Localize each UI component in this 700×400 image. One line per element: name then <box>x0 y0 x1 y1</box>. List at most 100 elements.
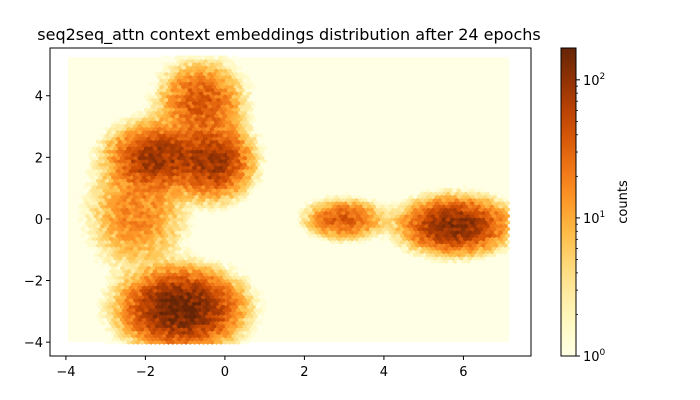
x-tick-label: −2 <box>136 365 155 380</box>
hexbin-cell <box>231 55 237 61</box>
x-tick-label: −4 <box>56 365 75 380</box>
plot-area <box>49 47 532 357</box>
hexbin-cell <box>373 194 379 200</box>
colorbar-ticks: 100 101 102 <box>576 72 606 365</box>
hexbin-cell <box>183 55 189 61</box>
hexbin-cell <box>192 55 198 61</box>
hexbin-cell <box>264 284 270 290</box>
hexbin-cell <box>294 207 300 213</box>
hexbin-cell <box>458 184 464 190</box>
hexbin-cell <box>434 187 440 193</box>
hexbin-cell <box>95 281 102 287</box>
hexbin-cell <box>220 252 226 258</box>
hexbin-cell <box>257 93 263 99</box>
hexbin-cell <box>106 122 112 128</box>
hexbin-cell <box>343 187 349 193</box>
colorbar-tick-label: 101 <box>583 210 605 227</box>
hexbin-cell <box>487 187 493 193</box>
hexbin-cell <box>161 55 167 61</box>
hexbin-cell <box>95 132 102 138</box>
hexbin-cell <box>332 190 338 196</box>
hexbin-cell <box>198 219 204 225</box>
hexbin-cell <box>266 300 272 306</box>
hexbin-cell <box>327 190 333 196</box>
hexbin-cell <box>336 190 342 196</box>
hexbin-cell <box>87 294 93 300</box>
hexbin-cell <box>447 187 454 193</box>
y-tick-label: 4 <box>35 90 43 105</box>
hexbin-cell <box>244 274 250 280</box>
hexbin-cell <box>100 287 106 293</box>
x-axis: −4 −2 0 2 4 6 <box>56 356 468 380</box>
hexbin-cell <box>100 281 106 287</box>
hexbin-cell <box>71 194 77 200</box>
colorbar-frame <box>560 47 577 357</box>
hexbin-cell <box>264 135 270 141</box>
hexbin-cell <box>478 187 484 193</box>
hexbin-cell <box>288 216 294 222</box>
hexbin-cell <box>244 61 250 67</box>
hexbin-cell <box>321 194 327 200</box>
hexbin-cell <box>71 213 77 219</box>
hexbin-cell <box>316 194 322 200</box>
colorbar-tick-label: 102 <box>583 72 605 89</box>
hexbin-cell <box>251 284 257 290</box>
hexbin-cell <box>257 87 263 93</box>
hexbin-cell <box>214 55 220 61</box>
hexbin-cell <box>93 297 99 303</box>
hexbin-cell <box>141 103 147 109</box>
hexbin-cell <box>227 255 233 261</box>
hexbin-cell <box>255 116 261 122</box>
hexbin-cell <box>161 61 167 67</box>
hexbin-cell <box>482 187 489 193</box>
hexbin-cell <box>218 55 224 61</box>
hexbin-cell <box>74 184 80 190</box>
hexbin-cell <box>67 219 73 225</box>
hexbin-cell <box>395 194 401 200</box>
hexbin-cell <box>200 55 206 61</box>
hexbin-cell <box>165 55 171 61</box>
colorbar-label: counts <box>616 180 631 224</box>
hexbin-cell <box>78 190 84 196</box>
hexbin-cell <box>305 197 311 203</box>
hexbin-cell <box>214 255 220 261</box>
hexbin-cell <box>89 142 95 148</box>
hexbin-cell <box>144 80 150 86</box>
hexbin-cell <box>240 262 246 268</box>
hexbin-cell <box>98 122 104 128</box>
hexbin-cell <box>95 287 102 293</box>
hexbin-cell <box>174 55 180 61</box>
hexbin-cell <box>106 116 112 122</box>
hexbin-cell <box>268 161 274 167</box>
hexbin-cell <box>89 129 95 135</box>
hexbin-cell <box>233 265 239 271</box>
hexbin-cell <box>76 174 82 180</box>
hexbin-cell <box>130 106 137 112</box>
hexbin-cell <box>408 187 414 193</box>
chart-title: seq2seq_attn context embeddings distribu… <box>37 25 540 45</box>
hexbin-cell <box>209 55 215 61</box>
hexbin-cell <box>111 116 117 122</box>
y-tick-label: −4 <box>24 336 43 351</box>
colorbar: 100 101 102 counts <box>560 47 631 365</box>
hexbin-cell <box>91 313 97 319</box>
hexbin-cell <box>439 181 445 187</box>
hexbin-cell <box>71 219 77 225</box>
hexbin-cell <box>150 64 156 70</box>
hexbin-cell <box>78 165 84 170</box>
hexbin-cell <box>439 187 445 193</box>
hexbin-cell <box>207 252 213 258</box>
hexbin-cell <box>205 55 211 61</box>
hexbin-cell <box>87 268 93 274</box>
hexbin-cell <box>87 255 93 261</box>
hexbin-cell <box>417 187 423 193</box>
y-tick-label: 2 <box>35 151 43 166</box>
x-tick-label: 6 <box>459 365 467 380</box>
hexbin-cell <box>349 190 355 196</box>
plot-frame <box>49 47 532 357</box>
hexbin-cell <box>120 110 126 116</box>
x-tick-label: 4 <box>380 365 388 380</box>
x-tick-label: 0 <box>221 365 229 380</box>
colorbar-tick-label: 100 <box>583 348 606 365</box>
hexbin-cell <box>187 55 193 61</box>
